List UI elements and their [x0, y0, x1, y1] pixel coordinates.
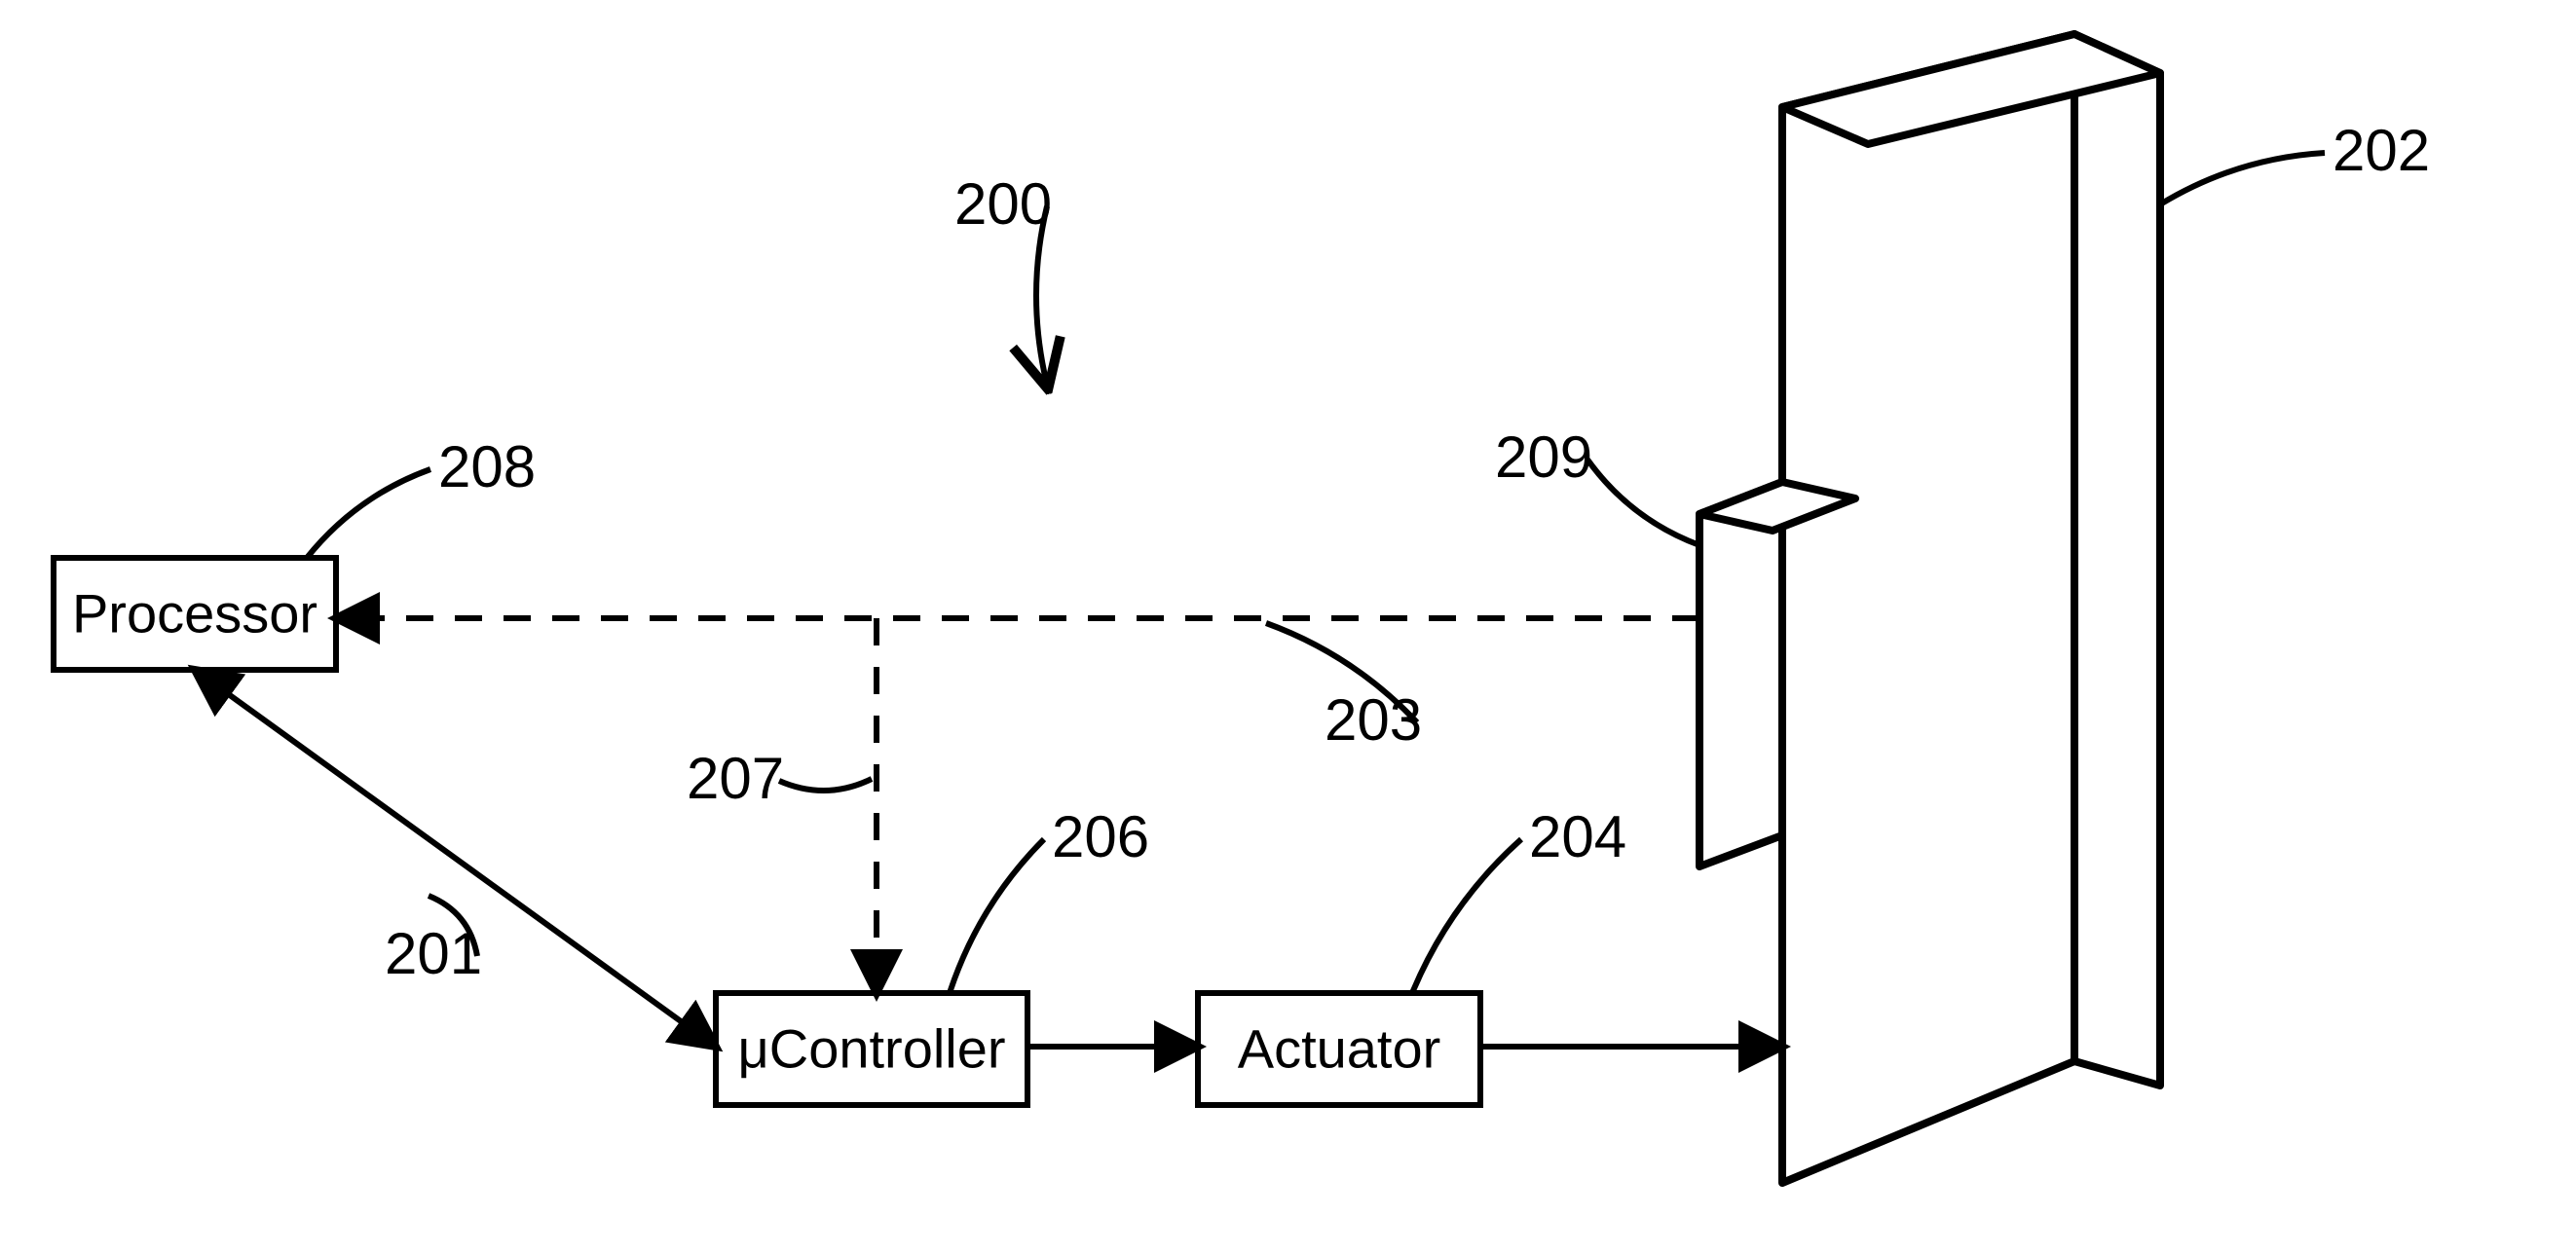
panel-202	[1782, 34, 2160, 1183]
block-diagram: Processor μController Actuator 200 201 202…	[0, 0, 2576, 1253]
edge-proc-uc	[195, 670, 716, 1047]
ref-202: 202	[2160, 118, 2430, 204]
actuator-block: Actuator	[1198, 993, 1480, 1105]
svg-text:200: 200	[954, 171, 1052, 237]
panel-side	[2074, 34, 2160, 1086]
ref-203: 203	[1266, 623, 1422, 753]
svg-text:208: 208	[438, 434, 536, 499]
ref-207: 207	[687, 746, 872, 811]
svg-text:203: 203	[1325, 687, 1422, 753]
ref-206: 206	[950, 804, 1149, 993]
svg-text:204: 204	[1529, 804, 1626, 869]
svg-text:209: 209	[1495, 424, 1592, 490]
ref-209: 209	[1495, 424, 1699, 545]
ucontroller-block: μController	[716, 993, 1027, 1105]
svg-text:207: 207	[687, 746, 784, 811]
ucontroller-label: μController	[737, 1017, 1005, 1079]
ref-201: 201	[385, 896, 482, 986]
ref-200: 200	[954, 171, 1052, 385]
svg-text:206: 206	[1052, 804, 1149, 869]
svg-text:202: 202	[2333, 118, 2430, 183]
ref-208: 208	[307, 434, 536, 558]
panel-front	[1782, 34, 2074, 1183]
processor-label: Processor	[72, 582, 317, 644]
ref-204: 204	[1412, 804, 1626, 993]
actuator-label: Actuator	[1238, 1017, 1441, 1079]
processor-block: Processor	[54, 558, 336, 670]
svg-text:201: 201	[385, 921, 482, 986]
